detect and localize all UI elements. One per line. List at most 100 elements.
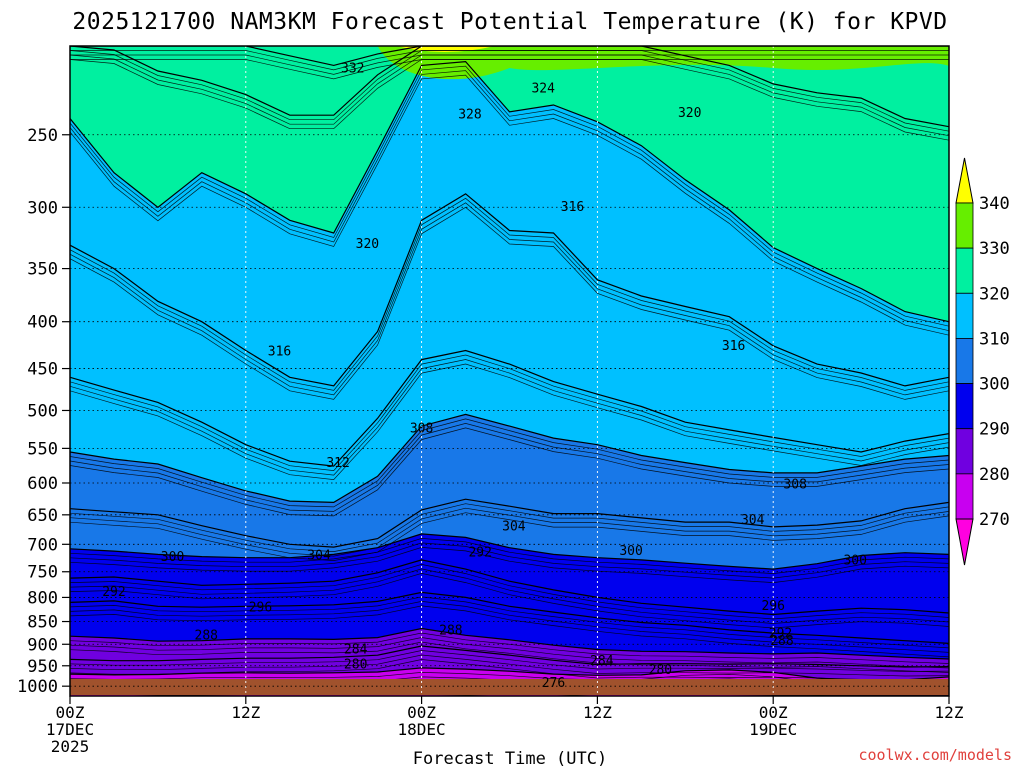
colorbar-segment: [955, 202, 974, 249]
contour-label: 316: [268, 344, 291, 359]
contour-300: [70, 533, 949, 570]
colorbar-top-arrow: [955, 157, 974, 204]
contour-304: [70, 498, 949, 548]
contour-label: 300: [161, 550, 184, 565]
contour-label: 292: [468, 546, 491, 561]
contour-minor: [70, 59, 949, 80]
y-tick-label: 450: [27, 360, 58, 380]
x-tick-label: 12Z: [231, 703, 260, 722]
y-tick-label: 600: [27, 474, 58, 494]
contour-minor: [70, 423, 949, 512]
colorbar-label: 270: [979, 510, 1010, 530]
contour-label: 308: [410, 422, 433, 437]
contour-label: 288: [770, 634, 793, 649]
chart-title: 2025121700 NAM3KM Forecast Potential Tem…: [72, 9, 947, 35]
x-tick-label: 00Z: [56, 703, 85, 722]
contour-label: 292: [102, 585, 125, 600]
contour-minor: [70, 704, 949, 705]
contour-minor: [70, 427, 949, 517]
contour-label: 308: [783, 478, 806, 493]
x-tick-label: 12Z: [935, 703, 964, 722]
plot-frame: [69, 45, 950, 697]
contour-minor: [70, 542, 949, 579]
colorbar-label: 330: [979, 239, 1010, 259]
y-tick-label: 250: [27, 126, 58, 146]
contour-label: 316: [561, 200, 584, 215]
contour-minor: [70, 564, 949, 620]
ground-below-surface: [70, 679, 949, 695]
colorbar-label: 280: [979, 465, 1010, 485]
contour-minor: [70, 503, 949, 552]
contour-label: 284: [344, 643, 368, 658]
contour-label: 288: [439, 623, 462, 638]
contour-312: [70, 349, 949, 467]
contour-label: 320: [678, 106, 701, 121]
contour-label: 304: [502, 520, 526, 535]
contour-label: 280: [649, 663, 672, 678]
colorbar-segment: [955, 292, 974, 339]
colorbar-segment: [955, 473, 974, 520]
y-tick-label: 350: [27, 260, 58, 280]
y-tick-label: 650: [27, 506, 58, 526]
x-tick-label: 00Z: [407, 703, 436, 722]
pressure-axis: 2503003504004505005506006507007508008509…: [17, 126, 70, 697]
colorbar-bottom-arrow: [955, 518, 974, 566]
contour-label: 316: [722, 339, 745, 354]
contour-minor: [70, 197, 949, 391]
contour-284: [70, 645, 949, 668]
contour-minor: [70, 363, 949, 480]
contour-minor: [70, 605, 949, 658]
y-tick-label: 400: [27, 313, 58, 333]
colorbar-segment: [955, 383, 974, 430]
contour-316: [70, 193, 949, 387]
contour-minor: [70, 74, 949, 336]
colorbar-label: 340: [979, 194, 1010, 214]
contour-label: 288: [195, 628, 218, 643]
y-tick-label: 550: [27, 439, 58, 459]
contour-minor: [70, 601, 949, 653]
contour-minor: [70, 507, 949, 557]
contour-minor: [70, 512, 949, 561]
contour-label: 304: [741, 513, 765, 528]
contour-label: 296: [249, 600, 272, 615]
contour-minor: [70, 637, 949, 669]
contour-minor: [70, 50, 949, 71]
contour-308: [70, 413, 949, 504]
x-axis-label: Forecast Time (UTC): [413, 749, 607, 768]
contour-minor: [70, 659, 949, 681]
contour-292: [70, 591, 949, 644]
colorbar-segment: [955, 247, 974, 294]
y-tick-label: 900: [27, 635, 58, 655]
y-tick-label: 800: [27, 588, 58, 608]
colorbar-label: 300: [979, 375, 1010, 395]
x-tick-label: 18DEC: [398, 720, 446, 739]
contour-label: 276: [542, 676, 565, 691]
contour-280: [70, 667, 949, 682]
x-tick-label: 19DEC: [749, 720, 797, 739]
y-tick-label: 500: [27, 401, 58, 421]
contour-label: 280: [344, 657, 367, 672]
contour-label: 300: [843, 553, 866, 568]
contour-label: 328: [458, 108, 481, 123]
contour-minor: [70, 596, 949, 649]
contour-label: 296: [761, 599, 784, 614]
contour-minor: [70, 650, 949, 672]
contour-320: [70, 60, 949, 323]
contour-label: 312: [326, 456, 349, 471]
contour-minor: [70, 54, 949, 75]
contour-minor: [70, 70, 949, 332]
x-tick-label: 2025: [51, 737, 90, 756]
contour-minor: [70, 65, 949, 327]
colorbar-segment: [955, 428, 974, 475]
x-tick-label: 17DEC: [46, 720, 94, 739]
credit-text: coolwx.com/models: [858, 746, 1012, 764]
contour-label: 304: [307, 548, 331, 563]
colorbar-segment: [955, 338, 974, 384]
contour-minor: [70, 359, 949, 476]
colorbar-label: 290: [979, 420, 1010, 440]
contour-label: 320: [356, 237, 379, 252]
contour-label: 332: [341, 61, 364, 76]
contour-minor: [70, 547, 949, 583]
contour-324: [70, 46, 949, 128]
